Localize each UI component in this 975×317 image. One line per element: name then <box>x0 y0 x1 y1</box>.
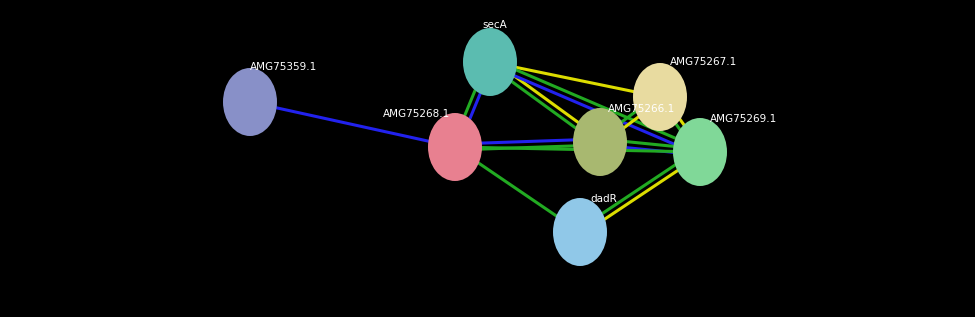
Text: AMG75268.1: AMG75268.1 <box>383 109 450 119</box>
Ellipse shape <box>223 68 277 136</box>
Text: dadR: dadR <box>590 194 617 204</box>
Text: AMG75266.1: AMG75266.1 <box>608 104 676 114</box>
Ellipse shape <box>573 108 627 176</box>
Ellipse shape <box>673 118 727 186</box>
Ellipse shape <box>553 198 607 266</box>
Ellipse shape <box>633 63 687 131</box>
Text: AMG75269.1: AMG75269.1 <box>710 114 777 124</box>
Text: AMG75267.1: AMG75267.1 <box>670 57 737 67</box>
Text: secA: secA <box>483 20 507 30</box>
Ellipse shape <box>463 28 517 96</box>
Text: AMG75359.1: AMG75359.1 <box>250 62 317 72</box>
Ellipse shape <box>428 113 482 181</box>
